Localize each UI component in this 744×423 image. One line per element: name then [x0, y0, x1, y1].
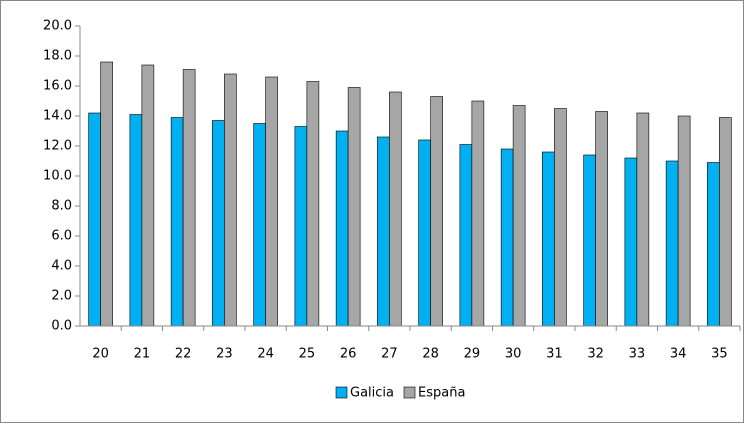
- bar: [294, 126, 308, 327]
- bar: [583, 154, 596, 327]
- y-tick-label: 18.0: [43, 49, 72, 64]
- y-tick-label: 20.0: [43, 19, 72, 34]
- bar: [500, 148, 514, 327]
- bar: [677, 115, 691, 327]
- bar: [512, 105, 526, 327]
- bar: [542, 151, 555, 327]
- bar: [377, 136, 390, 327]
- x-tick-label: 20: [92, 347, 109, 362]
- bar: [335, 130, 349, 327]
- bar: [418, 139, 431, 327]
- y-tick-label: 16.0: [43, 79, 72, 94]
- x-tick-label: 31: [546, 347, 563, 362]
- x-tick-label: 24: [257, 347, 274, 362]
- bar: [100, 61, 113, 327]
- bar: [306, 81, 320, 327]
- bar: [212, 120, 225, 327]
- y-tick-label: 6.0: [51, 229, 72, 244]
- x-tick-label: 25: [299, 347, 316, 362]
- y-tick-label: 10.0: [43, 169, 72, 184]
- bar: [141, 64, 155, 327]
- x-tick-label: 30: [505, 347, 522, 362]
- bar: [471, 100, 485, 327]
- x-tick-label: 28: [422, 347, 439, 362]
- bar: [265, 76, 278, 327]
- bar: [554, 108, 567, 327]
- bar: [665, 160, 679, 327]
- bar: [389, 91, 402, 327]
- bar: [707, 162, 720, 327]
- bar: [459, 144, 473, 327]
- x-tick-label: 34: [670, 347, 687, 362]
- bar: [624, 157, 638, 327]
- bar: [224, 73, 237, 327]
- bar: [170, 117, 184, 327]
- bar: [719, 117, 732, 327]
- x-tick-label: 27: [381, 347, 398, 362]
- legend-swatch: [335, 386, 348, 399]
- x-tick-label: 22: [175, 347, 192, 362]
- bar: [129, 114, 143, 327]
- x-tick-label: 32: [587, 347, 604, 362]
- x-tick-label: 21: [134, 347, 151, 362]
- bar: [253, 123, 266, 327]
- legend-label: España: [418, 386, 465, 401]
- bar: [430, 96, 443, 327]
- x-tick-label: 35: [711, 347, 728, 362]
- x-tick-label: 33: [629, 347, 646, 362]
- y-tick-label: 4.0: [51, 259, 72, 274]
- y-tick-label: 2.0: [51, 289, 72, 304]
- bar: [88, 112, 101, 327]
- bar: [636, 112, 650, 327]
- y-tick-label: 0.0: [51, 319, 72, 334]
- bar: [595, 111, 608, 327]
- y-tick-label: 12.0: [43, 139, 72, 154]
- x-tick-label: 23: [216, 347, 233, 362]
- y-tick-label: 14.0: [43, 109, 72, 124]
- x-tick-label: 26: [340, 347, 357, 362]
- x-tick-label: 29: [464, 347, 481, 362]
- legend-swatch: [403, 386, 416, 399]
- bar: [347, 87, 361, 327]
- legend-label: Galicia: [350, 386, 394, 401]
- bar: [182, 69, 196, 327]
- y-tick-label: 8.0: [51, 199, 72, 214]
